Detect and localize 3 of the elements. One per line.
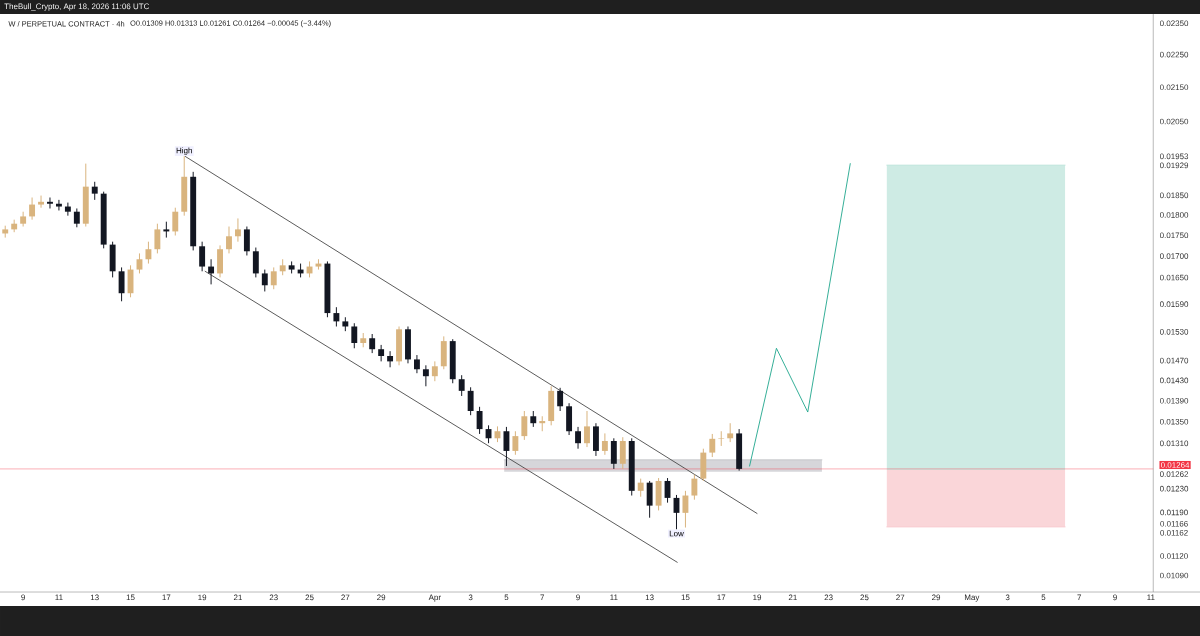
candlestick xyxy=(718,430,725,447)
candlestick xyxy=(288,260,295,274)
line-series xyxy=(749,163,851,467)
